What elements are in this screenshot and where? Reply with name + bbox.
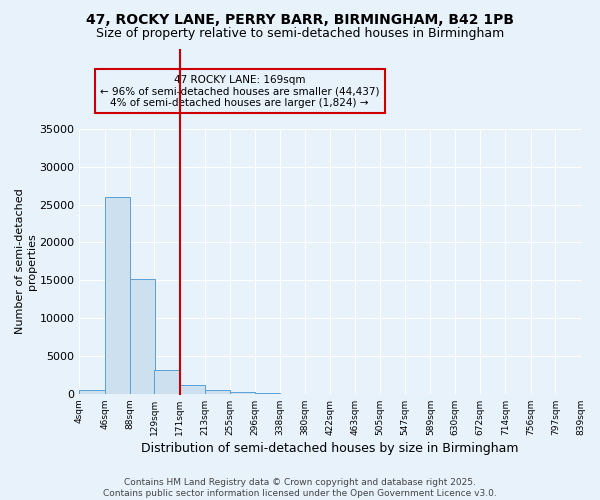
Y-axis label: Number of semi-detached
properties: Number of semi-detached properties (15, 188, 37, 334)
Bar (205, 390, 230, 394)
Text: Contains HM Land Registry data © Crown copyright and database right 2025.
Contai: Contains HM Land Registry data © Crown c… (103, 478, 497, 498)
Bar (79, 390, 104, 394)
Bar (130, 279, 155, 394)
Bar (254, 393, 280, 394)
X-axis label: Distribution of semi-detached houses by size in Birmingham: Distribution of semi-detached houses by … (141, 442, 518, 455)
Bar (179, 386, 205, 394)
Bar (104, 197, 130, 394)
Bar (230, 392, 255, 394)
Text: 47 ROCKY LANE: 169sqm
← 96% of semi-detached houses are smaller (44,437)
4% of s: 47 ROCKY LANE: 169sqm ← 96% of semi-deta… (100, 74, 379, 108)
Text: Size of property relative to semi-detached houses in Birmingham: Size of property relative to semi-detach… (96, 28, 504, 40)
Bar (154, 370, 179, 394)
Text: 47, ROCKY LANE, PERRY BARR, BIRMINGHAM, B42 1PB: 47, ROCKY LANE, PERRY BARR, BIRMINGHAM, … (86, 12, 514, 26)
